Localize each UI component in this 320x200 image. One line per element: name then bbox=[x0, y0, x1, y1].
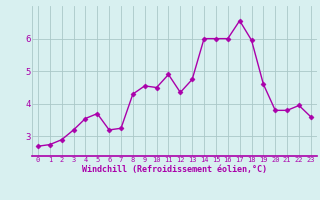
X-axis label: Windchill (Refroidissement éolien,°C): Windchill (Refroidissement éolien,°C) bbox=[82, 165, 267, 174]
